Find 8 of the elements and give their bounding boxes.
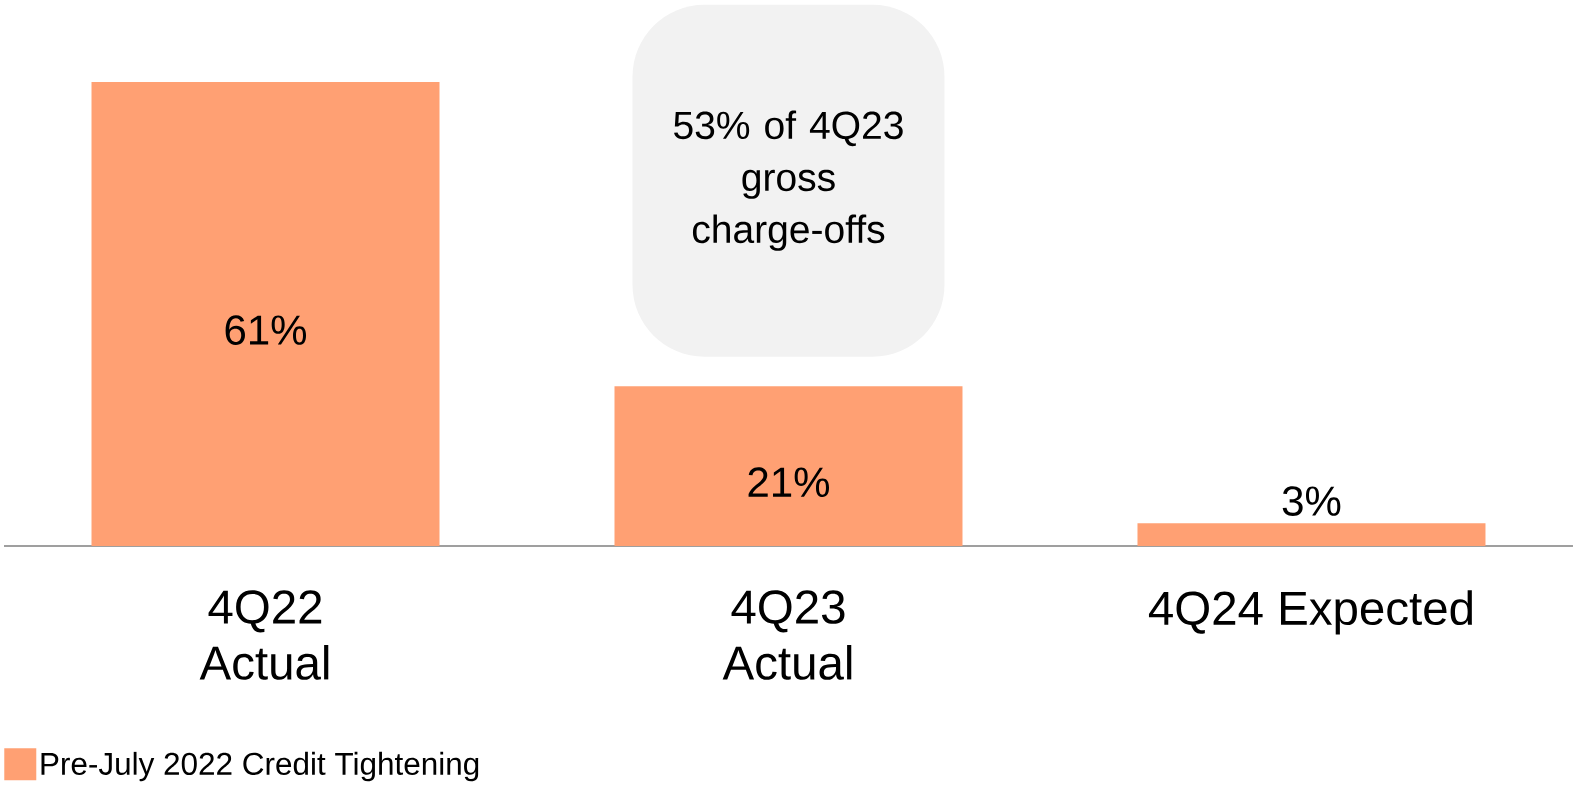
data-label: 21% bbox=[748, 467, 830, 497]
annotation: 53% of 4Q23 gross charge-offs bbox=[674, 110, 903, 251]
x-tick-label: 4Q24 Expected bbox=[1148, 590, 1472, 635]
data-label: 3% bbox=[1282, 486, 1341, 516]
x-tick-label: 4Q22 Actual bbox=[199, 590, 329, 680]
data-label: 61% bbox=[225, 315, 307, 345]
legend-label: Pre-July 2022 Credit Tightening bbox=[41, 751, 479, 782]
x-tick-label: 4Q23 Actual bbox=[722, 590, 852, 680]
